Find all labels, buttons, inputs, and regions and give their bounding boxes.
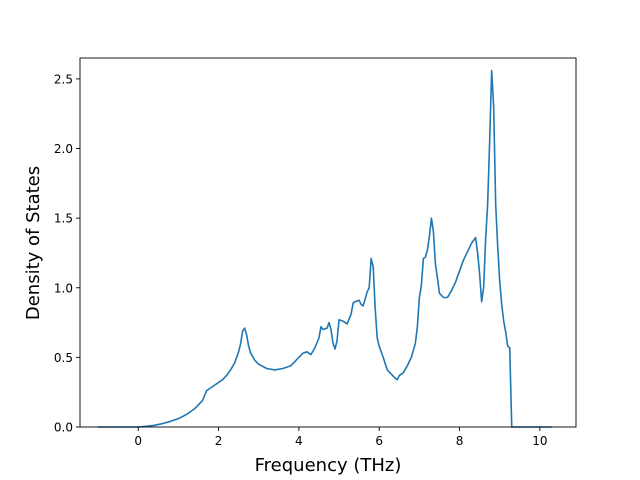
axes: 0 2 4 6 8 10 0.0 0.5 1.0 1.5 2.0 2.5: [54, 57, 577, 448]
y-tick-label: 1.5: [54, 212, 73, 226]
x-axis-label: Frequency (THz): [255, 455, 402, 476]
x-tick-label: 4: [295, 434, 303, 448]
y-tick-label: 2.5: [54, 72, 73, 86]
y-tick-label: 0.0: [54, 421, 73, 435]
series-line-0: [97, 69, 553, 428]
plot-area: [97, 69, 553, 428]
x-tick-label: 6: [375, 434, 383, 448]
x-tick-label: 2: [215, 434, 223, 448]
x-tick-label: 8: [456, 434, 464, 448]
y-axis-label: Density of States: [23, 166, 44, 320]
x-tick-label: 0: [134, 434, 142, 448]
y-tick-label: 0.5: [54, 351, 73, 365]
y-tick-label: 2.0: [54, 142, 73, 156]
x-tick-label: 10: [532, 434, 547, 448]
y-tick-label: 1.0: [54, 281, 73, 295]
axes-frame: [79, 57, 577, 428]
